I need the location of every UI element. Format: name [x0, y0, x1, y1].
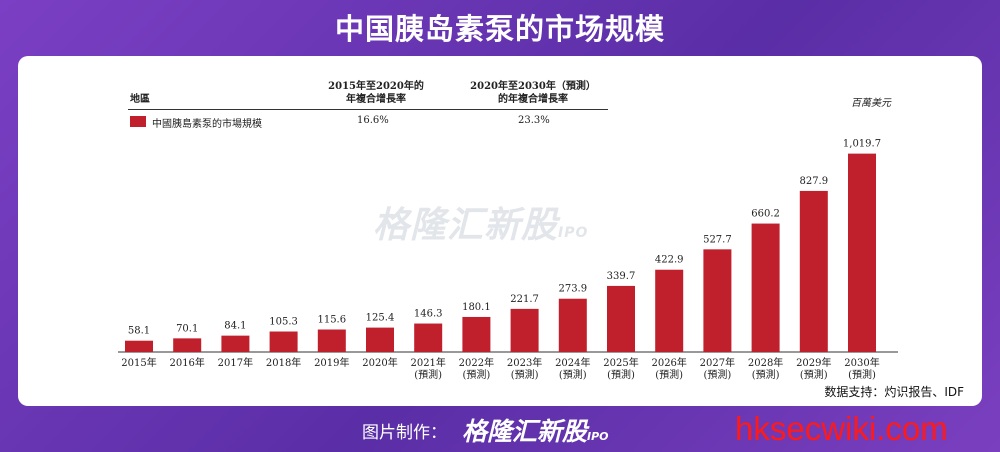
x-tick-label: 2022年	[459, 356, 494, 369]
legend-series-label: 中國胰島素泵的市場規模	[152, 119, 262, 130]
data-label: 125.4	[366, 313, 395, 324]
site-watermark: hksecwiki.com	[735, 410, 948, 447]
x-tick-label: 2019年	[314, 356, 349, 369]
footer-brand-text: 格隆汇新股	[462, 417, 588, 446]
x-tick-label: (預測)	[511, 368, 539, 381]
page-title: 中国胰岛素泵的市场规模	[334, 12, 665, 46]
bar	[317, 329, 346, 352]
footer-brand: 格隆汇新股IPO	[462, 412, 609, 448]
bar	[703, 249, 732, 352]
legend-cagr1-header-line1: 2015年至2020年的	[328, 81, 424, 92]
footer-label: 图片制作：	[362, 423, 447, 443]
data-label: 58.1	[128, 326, 150, 337]
bar	[848, 153, 876, 352]
bar	[462, 316, 491, 352]
chart-card: 地區 2015年至2020年的 年複合增長率 2020年至2030年（預測） 的…	[18, 56, 982, 406]
x-tick-label: (預測)	[703, 368, 731, 381]
x-tick-label: 2015年	[121, 356, 156, 369]
bar	[655, 269, 684, 352]
bar	[366, 327, 394, 352]
x-tick-label: 2018年	[266, 356, 301, 369]
data-label: 84.1	[224, 321, 246, 332]
bar	[173, 338, 202, 352]
legend-cagr2-header-line1: 2020年至2030年（預測）	[470, 81, 596, 92]
data-label: 115.6	[317, 315, 346, 326]
data-label: 339.7	[607, 271, 636, 282]
data-label: 422.9	[655, 255, 684, 266]
legend-rule	[128, 109, 608, 110]
legend-cagr2-value: 23.3%	[518, 115, 550, 126]
x-tick-label: 2025年	[603, 356, 638, 369]
bar	[751, 223, 780, 352]
x-tick-label: 2016年	[169, 356, 204, 369]
x-tick-label: 2027年	[700, 356, 735, 369]
data-label: 1,019.7	[843, 139, 881, 150]
legend-swatch	[130, 116, 146, 127]
x-tick-label: 2029年	[796, 356, 831, 369]
data-label: 527.7	[703, 234, 732, 245]
x-tick-label: 2020年	[362, 356, 397, 369]
x-tick-label: 2026年	[651, 356, 686, 369]
data-label: 221.7	[510, 294, 539, 305]
x-tick-label: (預測)	[607, 368, 635, 381]
legend-cagr2-header-line2: 的年複合增長率	[498, 94, 568, 105]
source-note: 数据支持：灼识报告、IDF	[824, 385, 964, 399]
bar	[607, 285, 635, 352]
legend-cagr1-header: 2015年至2020年的 年複合增長率	[316, 80, 436, 106]
data-label: 180.1	[462, 302, 491, 313]
x-tick-label: 2028年	[748, 356, 783, 369]
bar	[269, 331, 298, 352]
watermark: 格隆汇新股IPO	[373, 196, 588, 248]
bar	[125, 340, 153, 352]
footer-brand-tag: IPO	[587, 430, 609, 443]
bar	[510, 308, 539, 352]
x-tick-label: (預測)	[462, 368, 490, 381]
legend-region-header: 地區	[130, 94, 150, 105]
bar	[221, 335, 250, 352]
legend-cagr1-header-line2: 年複合增長率	[346, 94, 406, 105]
data-label: 660.2	[751, 209, 780, 220]
data-label: 105.3	[269, 317, 298, 328]
data-label: 273.9	[558, 284, 587, 295]
data-label: 827.9	[799, 176, 828, 187]
bar-chart: 58.1 2015年 70.1 2016年 84.1 2017年 105.3 2018年 115…	[118, 139, 898, 381]
bar	[558, 298, 587, 352]
data-label: 146.3	[414, 309, 443, 320]
bar	[414, 323, 443, 352]
watermark-text: 格隆汇新股	[373, 205, 559, 246]
unit-label: 百萬美元	[851, 98, 891, 109]
x-tick-label: (預測)	[655, 368, 683, 381]
x-tick-label: (預測)	[414, 368, 442, 381]
watermark-tag: IPO	[558, 225, 589, 241]
bar	[799, 190, 828, 352]
x-tick-label: 2023年	[507, 356, 542, 369]
x-tick-label: (預測)	[559, 368, 587, 381]
legend-cagr2-header: 2020年至2030年（預測） 的年複合增長率	[458, 80, 608, 106]
data-label: 70.1	[176, 323, 198, 334]
x-tick-label: 2024年	[555, 356, 590, 369]
x-tick-label: (預測)	[848, 368, 876, 381]
x-tick-label: (預測)	[752, 368, 780, 381]
x-tick-label: 2030年	[844, 356, 879, 369]
legend-cagr1-value: 16.6%	[357, 115, 389, 126]
x-tick-label: 2017年	[218, 356, 253, 369]
x-tick-label: (預測)	[800, 368, 828, 381]
x-tick-label: 2021年	[410, 356, 445, 369]
